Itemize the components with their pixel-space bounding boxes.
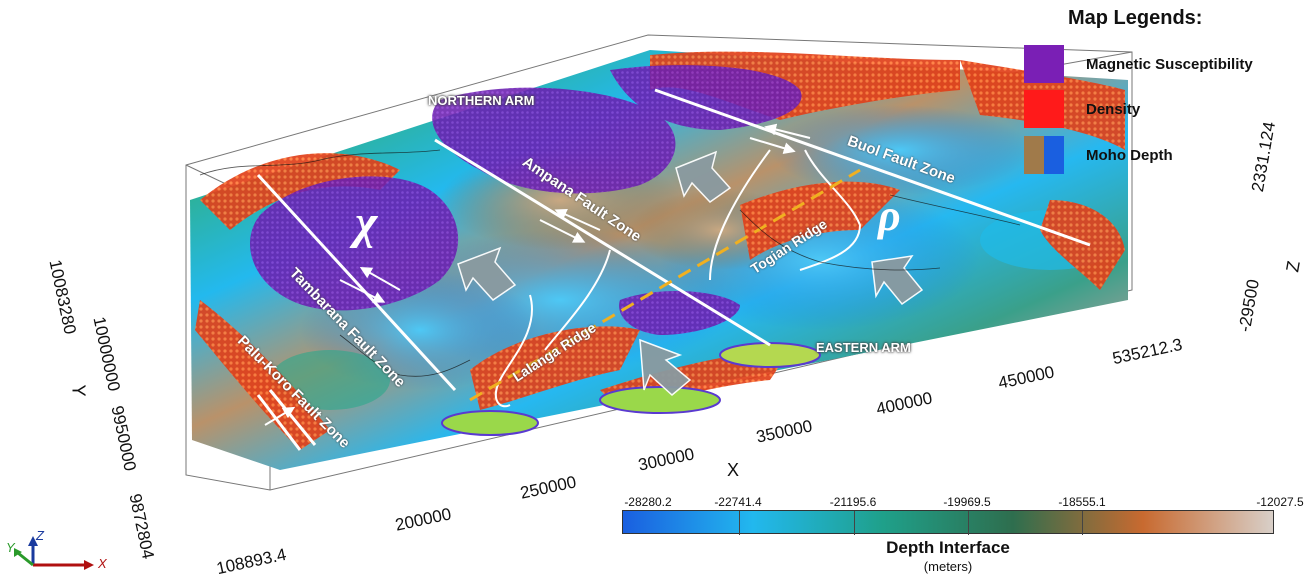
legend-label: Moho Depth xyxy=(1086,146,1173,164)
legend-item-density: Density xyxy=(1024,90,1140,128)
legend-item-moho: Moho Depth xyxy=(1024,136,1173,174)
rho-symbol: ρ xyxy=(878,191,901,240)
chi-symbol: χ xyxy=(355,196,378,249)
triad-y-label: Y xyxy=(6,540,15,555)
ridge-axis-line xyxy=(469,168,861,402)
northern-arm-label: NORTHERN ARM xyxy=(428,93,535,108)
legend-item-magnetic: Magnetic Susceptibility xyxy=(1024,45,1253,83)
magnetic-susceptibility-bodies xyxy=(250,65,802,335)
colorbar-label-2: -21195.6 xyxy=(829,495,877,509)
colorbar-label-3: -19969.5 xyxy=(943,495,991,509)
green-bodies xyxy=(441,342,821,436)
legend-title: Map Legends: xyxy=(1068,7,1203,29)
density-swatch xyxy=(1024,90,1064,128)
moho-swatch xyxy=(1024,136,1064,174)
colorbar-title: Depth Interface xyxy=(886,538,1010,557)
ridge-outlines xyxy=(494,149,862,408)
depth-colorbar xyxy=(622,510,1274,535)
legend-label: Density xyxy=(1086,100,1141,118)
orientation-triad xyxy=(14,536,94,570)
colorbar-label-1: -22741.4 xyxy=(714,495,762,509)
motion-arrows xyxy=(457,150,924,396)
triad-z-label: Z xyxy=(36,528,44,543)
legend-label: Magnetic Susceptibility xyxy=(1086,55,1253,73)
x-axis-title: X xyxy=(727,460,740,480)
magnetic-swatch xyxy=(1024,45,1064,83)
colorbar-label-4: -18555.1 xyxy=(1058,495,1106,509)
eastern-arm-label: EASTERN ARM xyxy=(816,340,911,355)
triad-x-label: X xyxy=(98,556,107,571)
colorbar-label-0: -28280.2 xyxy=(624,495,672,509)
coastline-traces xyxy=(199,149,1021,377)
shear-arrows xyxy=(264,123,811,426)
y-axis-title: Y xyxy=(68,384,89,397)
colorbar-label-5: -12027.5 xyxy=(1256,495,1304,509)
colorbar-unit: (meters) xyxy=(923,559,973,574)
